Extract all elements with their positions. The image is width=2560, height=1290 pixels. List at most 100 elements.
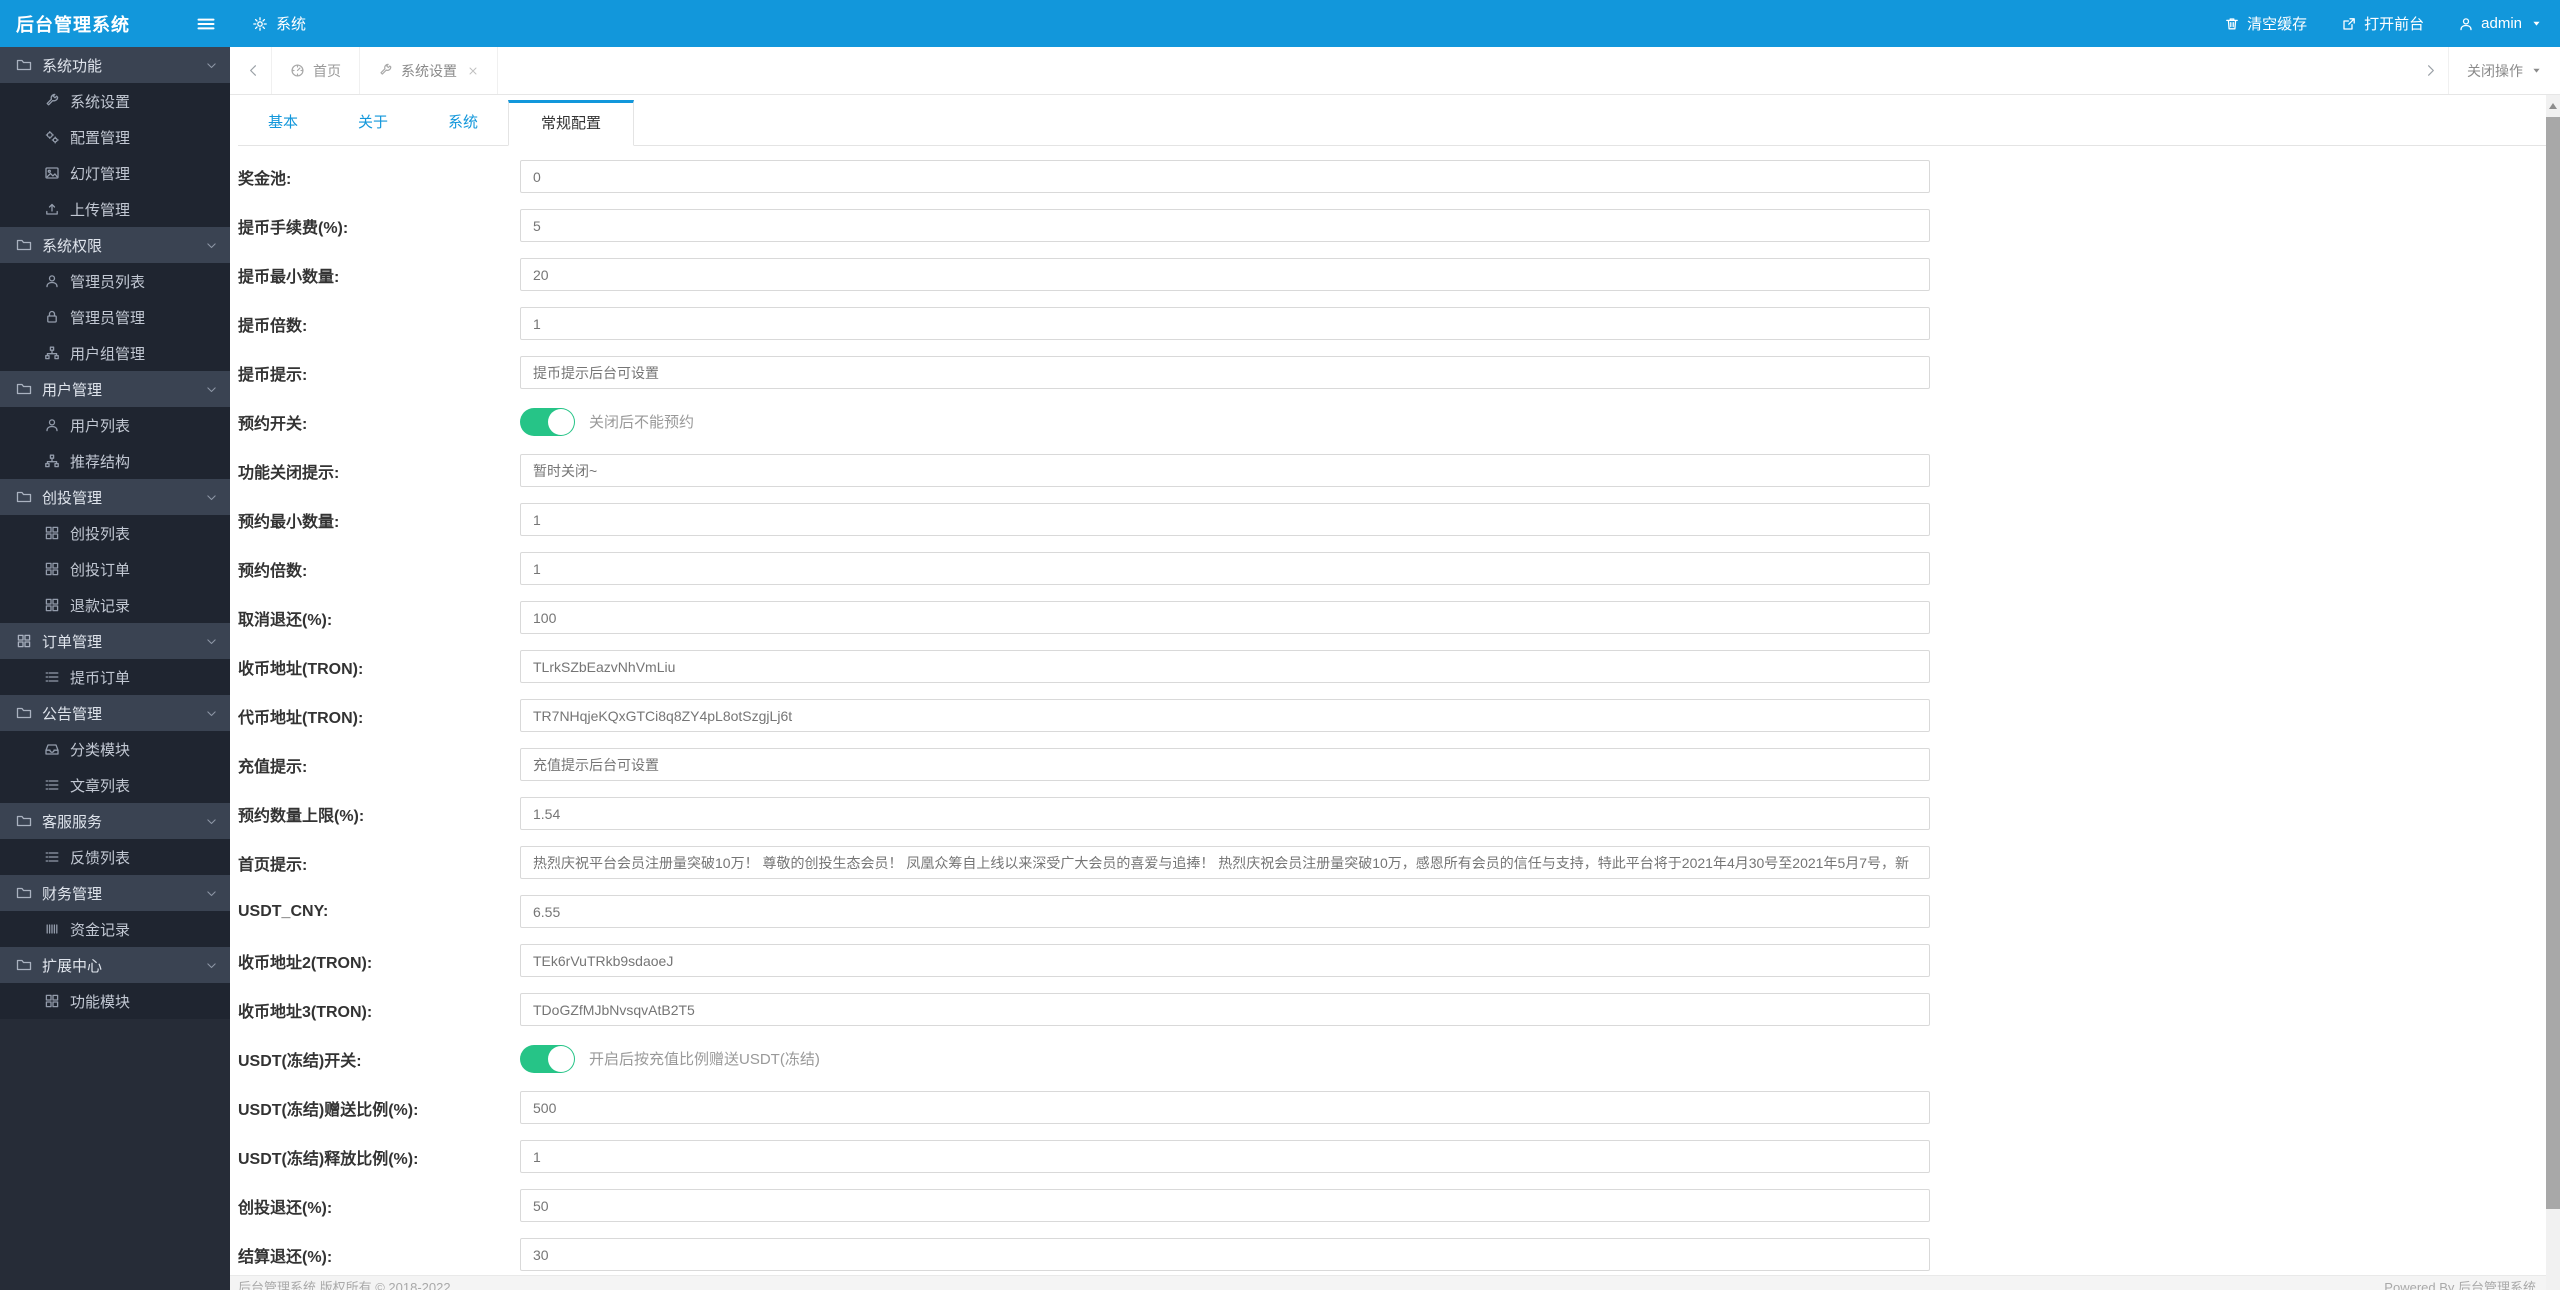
user-icon xyxy=(44,273,60,289)
settlement-refund-input[interactable] xyxy=(520,1238,1930,1271)
sidebar-group-system-permissions[interactable]: 系统权限 xyxy=(0,227,230,263)
reservation-toggle-switch[interactable] xyxy=(520,407,575,436)
gear-icon xyxy=(252,16,268,32)
folder-icon xyxy=(16,237,32,253)
field-label: USDT(冻结)开关: xyxy=(238,1052,362,1070)
folder-icon xyxy=(16,57,32,73)
clear-cache-button[interactable]: 清空缓存 xyxy=(2224,13,2307,34)
tabs-scroll-right-icon[interactable] xyxy=(2423,63,2438,78)
sidebar-item-label: 退款记录 xyxy=(70,597,131,615)
sidebar-group-announcement-management[interactable]: 公告管理 xyxy=(0,695,230,731)
sidebar-item-referral-structure[interactable]: 推荐结构 xyxy=(0,443,230,479)
sidebar-item-user-group-management[interactable]: 用户组管理 xyxy=(0,335,230,371)
venture-refund-input[interactable] xyxy=(520,1189,1930,1222)
usdt-frozen-gift-ratio-input[interactable] xyxy=(520,1091,1930,1124)
sidebar-group-finance-management[interactable]: 财务管理 xyxy=(0,875,230,911)
tab-system[interactable]: 系统 xyxy=(447,114,478,131)
tab-basic[interactable]: 基本 xyxy=(267,114,298,131)
field-label: USDT(冻结)赠送比例(%): xyxy=(238,1101,419,1119)
form-row: 预约倍数: xyxy=(238,552,2546,585)
page-tab-system-settings[interactable]: 系统设置 xyxy=(360,47,498,94)
sidebar-item-refund-records[interactable]: 退款记录 xyxy=(0,587,230,623)
recharge-tip-input[interactable] xyxy=(520,748,1930,781)
close-icon[interactable] xyxy=(467,65,479,77)
list-icon xyxy=(44,849,60,865)
field-label: 代币地址(TRON): xyxy=(238,709,364,727)
folder-icon xyxy=(16,489,32,505)
gears-icon xyxy=(44,129,60,145)
bars-icon xyxy=(44,921,60,937)
user-menu[interactable]: admin xyxy=(2458,15,2542,32)
sidebar-item-venture-orders[interactable]: 创投订单 xyxy=(0,551,230,587)
scrollbar[interactable] xyxy=(2546,95,2560,1290)
sidebar-item-function-module[interactable]: 功能模块 xyxy=(0,983,230,1019)
grid-icon xyxy=(16,633,32,649)
token-address-tron-input[interactable] xyxy=(520,699,1930,732)
sidebar-group-customer-service[interactable]: 客服服务 xyxy=(0,803,230,839)
sidebar-item-slideshow-management[interactable]: 幻灯管理 xyxy=(0,155,230,191)
sidebar-item-system-settings[interactable]: 系统设置 xyxy=(0,83,230,119)
withdraw-min-input[interactable] xyxy=(520,258,1930,291)
form-row: USDT(冻结)释放比例(%): xyxy=(238,1140,2546,1173)
chevron-down-icon xyxy=(205,239,218,252)
sidebar-group-label: 客服服务 xyxy=(42,813,103,831)
upload-icon xyxy=(44,201,60,217)
form-row: 奖金池: xyxy=(238,160,2546,193)
sidebar-item-feedback-list[interactable]: 反馈列表 xyxy=(0,839,230,875)
usdt-cny-input[interactable] xyxy=(520,895,1930,928)
sidebar-group-order-management[interactable]: 订单管理 xyxy=(0,623,230,659)
sidebar-item-user-list[interactable]: 用户列表 xyxy=(0,407,230,443)
reservation-multiple-input[interactable] xyxy=(520,552,1930,585)
tab-general-config[interactable]: 常规配置 xyxy=(508,100,635,146)
form-row: USDT(冻结)赠送比例(%): xyxy=(238,1091,2546,1124)
receive-address2-tron-input[interactable] xyxy=(520,944,1930,977)
form-row: 创投退还(%): xyxy=(238,1189,2546,1222)
tab-about[interactable]: 关于 xyxy=(357,114,388,131)
scrollbar-up-arrow-icon[interactable] xyxy=(2549,103,2557,109)
sidebar-group-extension-center[interactable]: 扩展中心 xyxy=(0,947,230,983)
sidebar-group-venture-management[interactable]: 创投管理 xyxy=(0,479,230,515)
sidebar-item-config-management[interactable]: 配置管理 xyxy=(0,119,230,155)
sidebar-item-category-module[interactable]: 分类模块 xyxy=(0,731,230,767)
page-tab-home[interactable]: 首页 xyxy=(271,47,360,94)
sidebar-group-system-functions[interactable]: 系统功能 xyxy=(0,47,230,83)
sidebar-item-upload-management[interactable]: 上传管理 xyxy=(0,191,230,227)
usdt-frozen-toggle-switch[interactable] xyxy=(520,1044,575,1073)
feature-closed-tip-input[interactable] xyxy=(520,454,1930,487)
field-label: 取消退还(%): xyxy=(238,611,333,629)
tabs-scroll-left-icon[interactable] xyxy=(246,63,261,78)
usdt-frozen-release-ratio-input[interactable] xyxy=(520,1140,1930,1173)
withdraw-tip-input[interactable] xyxy=(520,356,1930,389)
sidebar-group-label: 用户管理 xyxy=(42,381,103,399)
close-operations-dropdown[interactable]: 关闭操作 xyxy=(2448,47,2560,94)
sidebar-item-label: 创投列表 xyxy=(70,525,131,543)
sidebar-group-user-management[interactable]: 用户管理 xyxy=(0,371,230,407)
form-row: 提币倍数: xyxy=(238,307,2546,340)
wrench-icon xyxy=(44,93,60,109)
homepage-tip-input[interactable] xyxy=(520,846,1930,879)
chevron-down-icon xyxy=(205,383,218,396)
withdraw-multiple-input[interactable] xyxy=(520,307,1930,340)
sidebar-item-admin-management[interactable]: 管理员管理 xyxy=(0,299,230,335)
sidebar-item-label: 上传管理 xyxy=(70,201,131,219)
sidebar-item-article-list[interactable]: 文章列表 xyxy=(0,767,230,803)
open-frontend-button[interactable]: 打开前台 xyxy=(2341,13,2424,34)
scrollbar-thumb[interactable] xyxy=(2546,117,2560,1209)
folder-icon xyxy=(16,813,32,829)
bonus-pool-input[interactable] xyxy=(520,160,1930,193)
withdraw-fee-input[interactable] xyxy=(520,209,1930,242)
sidebar: 后台管理系统 系统功能 系统设置 配置管理 幻灯管理 上传管理 系统权限 xyxy=(0,0,230,1290)
reservation-min-input[interactable] xyxy=(520,503,1930,536)
sidebar-group-label: 创投管理 xyxy=(42,489,103,507)
sidebar-item-venture-list[interactable]: 创投列表 xyxy=(0,515,230,551)
receive-address3-tron-input[interactable] xyxy=(520,993,1930,1026)
hamburger-menu-icon[interactable] xyxy=(196,14,216,34)
topnav-item-system[interactable]: 系统 xyxy=(242,0,316,47)
sidebar-item-withdraw-orders[interactable]: 提币订单 xyxy=(0,659,230,695)
reservation-limit-input[interactable] xyxy=(520,797,1930,830)
sidebar-item-fund-records[interactable]: 资金记录 xyxy=(0,911,230,947)
cancel-refund-input[interactable] xyxy=(520,601,1930,634)
sidebar-item-admin-list[interactable]: 管理员列表 xyxy=(0,263,230,299)
form-row: 充值提示: xyxy=(238,748,2546,781)
receive-address-tron-input[interactable] xyxy=(520,650,1930,683)
